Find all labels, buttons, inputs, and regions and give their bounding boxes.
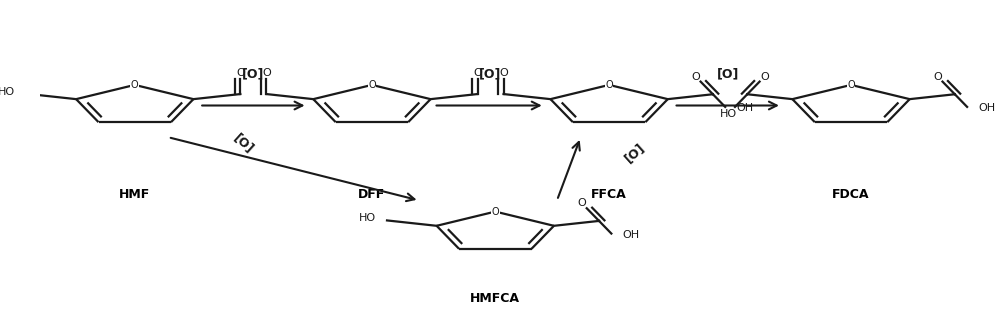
Text: O: O <box>131 80 139 90</box>
Text: O: O <box>847 80 855 90</box>
Text: HO: HO <box>0 86 15 97</box>
Text: O: O <box>473 68 482 78</box>
Text: [O]: [O] <box>622 141 647 165</box>
Text: OH: OH <box>736 103 754 113</box>
Text: OH: OH <box>978 103 996 113</box>
Text: [O]: [O] <box>242 67 265 80</box>
Text: DFF: DFF <box>358 188 386 201</box>
Text: FFCA: FFCA <box>591 188 627 201</box>
Text: O: O <box>499 68 508 78</box>
Text: HO: HO <box>720 109 737 119</box>
Text: O: O <box>605 80 613 90</box>
Text: O: O <box>491 207 499 216</box>
Text: O: O <box>692 72 700 82</box>
Text: O: O <box>368 80 376 90</box>
Text: O: O <box>933 72 942 82</box>
Text: [O]: [O] <box>478 67 501 80</box>
Text: [O]: [O] <box>717 67 739 80</box>
Text: HO: HO <box>359 213 376 223</box>
Text: OH: OH <box>623 230 640 240</box>
Text: HMF: HMF <box>119 188 150 201</box>
Text: O: O <box>236 68 245 78</box>
Text: O: O <box>262 68 271 78</box>
Text: [O]: [O] <box>231 131 257 156</box>
Text: HMFCA: HMFCA <box>470 292 520 305</box>
Text: O: O <box>760 72 769 82</box>
Text: O: O <box>578 199 586 208</box>
Text: FDCA: FDCA <box>832 188 870 201</box>
